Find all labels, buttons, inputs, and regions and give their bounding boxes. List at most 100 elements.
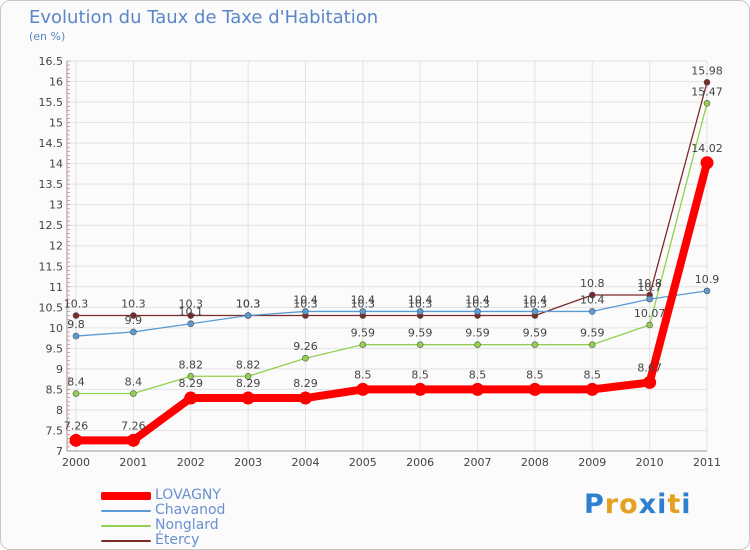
data-label: 10.3 [64, 298, 89, 311]
data-point-chavanod [588, 308, 596, 315]
data-point-chavanod [302, 308, 309, 315]
data-point-chavanod [72, 332, 80, 340]
data-point-lovagny [356, 382, 370, 396]
data-point-nonglard [531, 341, 539, 348]
data-label: 10.3 [178, 298, 203, 311]
legend-label: Nonglard [155, 517, 219, 533]
y-tick-label: 11.5 [39, 260, 64, 273]
x-tick-label: 2008 [521, 456, 549, 469]
y-tick-label: 16.5 [39, 55, 64, 68]
data-label: 9.59 [523, 327, 548, 340]
data-label: 8.5 [584, 368, 602, 381]
series-line-lovagny [72, 158, 711, 445]
y-tick-label: 13 [49, 199, 63, 212]
series-line-étercy [75, 81, 708, 317]
x-tick-label: 2000 [62, 456, 90, 469]
data-label: 10.07 [634, 307, 666, 320]
x-tick-label: 2011 [693, 456, 721, 469]
data-point-nonglard [187, 372, 195, 380]
y-tick-label: 7 [56, 445, 63, 458]
x-tick-label: 2001 [119, 456, 147, 469]
data-point-lovagny [585, 382, 599, 396]
x-tick-label: 2003 [234, 456, 262, 469]
data-label: 10.4 [465, 293, 490, 306]
data-label: 8.82 [236, 358, 261, 371]
data-point-nonglard [130, 390, 137, 397]
x-tick-label: 2004 [291, 456, 319, 469]
data-point-lovagny [471, 382, 485, 396]
data-label: 10.3 [408, 298, 433, 311]
data-point-lovagny [184, 391, 198, 405]
legend-label: Étercy [155, 532, 200, 548]
data-label: 9.59 [408, 327, 433, 340]
data-label: 8.82 [178, 358, 203, 371]
data-point-nonglard [244, 372, 252, 380]
data-label: 10.4 [408, 293, 433, 306]
legend-swatch [101, 492, 151, 500]
data-label: 15.98 [691, 64, 723, 77]
data-point-étercy [130, 312, 137, 319]
y-tick-label: 12 [49, 240, 63, 253]
data-point-étercy [703, 79, 711, 86]
data-label: 8.4 [125, 376, 143, 389]
data-label: 10.3 [465, 298, 490, 311]
x-tick-label: 2009 [578, 456, 606, 469]
y-tick-label: 8.5 [46, 383, 64, 396]
data-point-chavanod [187, 320, 195, 328]
x-tick-label: 2007 [464, 456, 492, 469]
data-label: 8.29 [236, 377, 261, 390]
data-point-lovagny [700, 156, 714, 170]
series-line-nonglard [75, 102, 708, 395]
y-tick-label: 12.5 [39, 219, 64, 232]
data-label: 8.4 [67, 376, 85, 389]
data-point-nonglard [72, 390, 80, 397]
legend-swatch [101, 510, 151, 512]
data-label: 9.26 [293, 340, 318, 353]
y-tick-label: 14 [49, 158, 63, 171]
proxiti-logo: Proxiti [584, 489, 692, 520]
data-label: 9.9 [125, 314, 143, 327]
unit-label: (en %) [29, 30, 66, 43]
logo-letter: i [681, 489, 692, 520]
data-label: 8.29 [293, 377, 318, 390]
data-point-chavanod [416, 308, 424, 315]
data-label: 10.4 [351, 293, 376, 306]
data-label: 10.8 [580, 277, 605, 290]
data-label: 10.3 [236, 298, 261, 311]
y-tick-label: 13.5 [39, 178, 64, 191]
logo-letter: o [619, 489, 639, 520]
data-point-étercy [187, 312, 195, 319]
data-label: 10.4 [293, 293, 318, 306]
data-label: 8.5 [526, 368, 544, 381]
data-label: 10.1 [178, 306, 203, 319]
data-point-nonglard [588, 341, 596, 348]
data-point-chavanod [359, 308, 367, 315]
data-label: 9.59 [465, 327, 490, 340]
data-point-chavanod [703, 287, 711, 295]
data-point-chavanod [130, 328, 137, 336]
data-point-lovagny [643, 375, 657, 389]
data-point-lovagny [298, 391, 312, 405]
logo-letter: r [604, 489, 620, 520]
data-label: 8.5 [354, 368, 372, 381]
y-tick-label: 8 [56, 404, 63, 417]
legend-swatch [101, 540, 151, 542]
data-point-lovagny [69, 433, 83, 447]
data-point-chavanod [244, 312, 252, 319]
data-label: 9.59 [580, 327, 605, 340]
y-tick-label: 10 [49, 322, 63, 335]
data-point-lovagny [528, 382, 542, 396]
x-tick-label: 2010 [636, 456, 664, 469]
data-point-chavanod [531, 308, 539, 315]
x-tick-label: 2006 [406, 456, 434, 469]
y-tick-label: 14.5 [39, 137, 64, 150]
data-label: 8.29 [178, 377, 203, 390]
data-point-nonglard [703, 99, 711, 107]
data-label: 10.9 [695, 273, 720, 286]
data-point-étercy [588, 291, 596, 299]
x-tick-label: 2002 [177, 456, 205, 469]
data-point-lovagny [126, 433, 140, 447]
data-label: 8.5 [469, 368, 487, 381]
y-tick-label: 7.5 [46, 424, 64, 437]
